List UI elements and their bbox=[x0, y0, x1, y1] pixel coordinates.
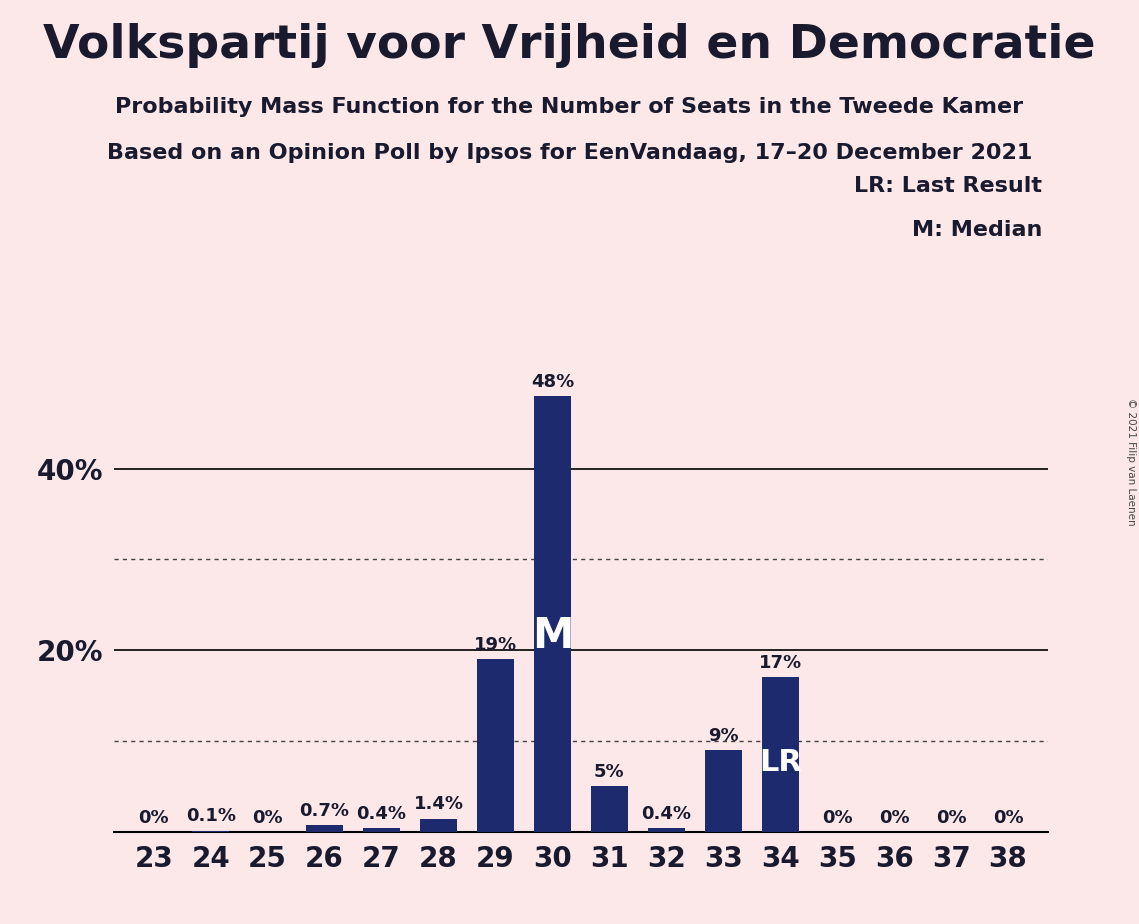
Text: 0.7%: 0.7% bbox=[300, 802, 350, 820]
Text: 5%: 5% bbox=[595, 763, 624, 781]
Bar bbox=[306, 825, 343, 832]
Bar bbox=[762, 677, 798, 832]
Text: Volkspartij voor Vrijheid en Democratie: Volkspartij voor Vrijheid en Democratie bbox=[43, 23, 1096, 68]
Text: 0%: 0% bbox=[936, 809, 966, 827]
Text: M: Median: M: Median bbox=[912, 220, 1042, 240]
Bar bbox=[534, 396, 571, 832]
Text: 9%: 9% bbox=[708, 726, 738, 745]
Bar bbox=[648, 828, 685, 832]
Bar bbox=[591, 786, 628, 832]
Text: 0.4%: 0.4% bbox=[357, 805, 407, 822]
Text: 0%: 0% bbox=[253, 809, 282, 827]
Text: 17%: 17% bbox=[759, 654, 802, 672]
Text: 19%: 19% bbox=[474, 636, 517, 654]
Text: Probability Mass Function for the Number of Seats in the Tweede Kamer: Probability Mass Function for the Number… bbox=[115, 97, 1024, 117]
Text: 1.4%: 1.4% bbox=[413, 796, 464, 813]
Bar bbox=[477, 659, 514, 832]
Text: 0%: 0% bbox=[139, 809, 169, 827]
Text: © 2021 Filip van Laenen: © 2021 Filip van Laenen bbox=[1126, 398, 1136, 526]
Text: 0.1%: 0.1% bbox=[186, 808, 236, 825]
Text: M: M bbox=[532, 614, 573, 657]
Text: 48%: 48% bbox=[531, 372, 574, 391]
Text: 0%: 0% bbox=[822, 809, 852, 827]
Text: LR: LR bbox=[759, 748, 802, 777]
Text: Based on an Opinion Poll by Ipsos for EenVandaag, 17–20 December 2021: Based on an Opinion Poll by Ipsos for Ee… bbox=[107, 143, 1032, 164]
Bar bbox=[705, 750, 741, 832]
Bar bbox=[420, 819, 457, 832]
Text: 0%: 0% bbox=[879, 809, 909, 827]
Text: 0%: 0% bbox=[993, 809, 1023, 827]
Text: LR: Last Result: LR: Last Result bbox=[854, 176, 1042, 196]
Bar bbox=[363, 828, 400, 832]
Text: 0.4%: 0.4% bbox=[641, 805, 691, 822]
